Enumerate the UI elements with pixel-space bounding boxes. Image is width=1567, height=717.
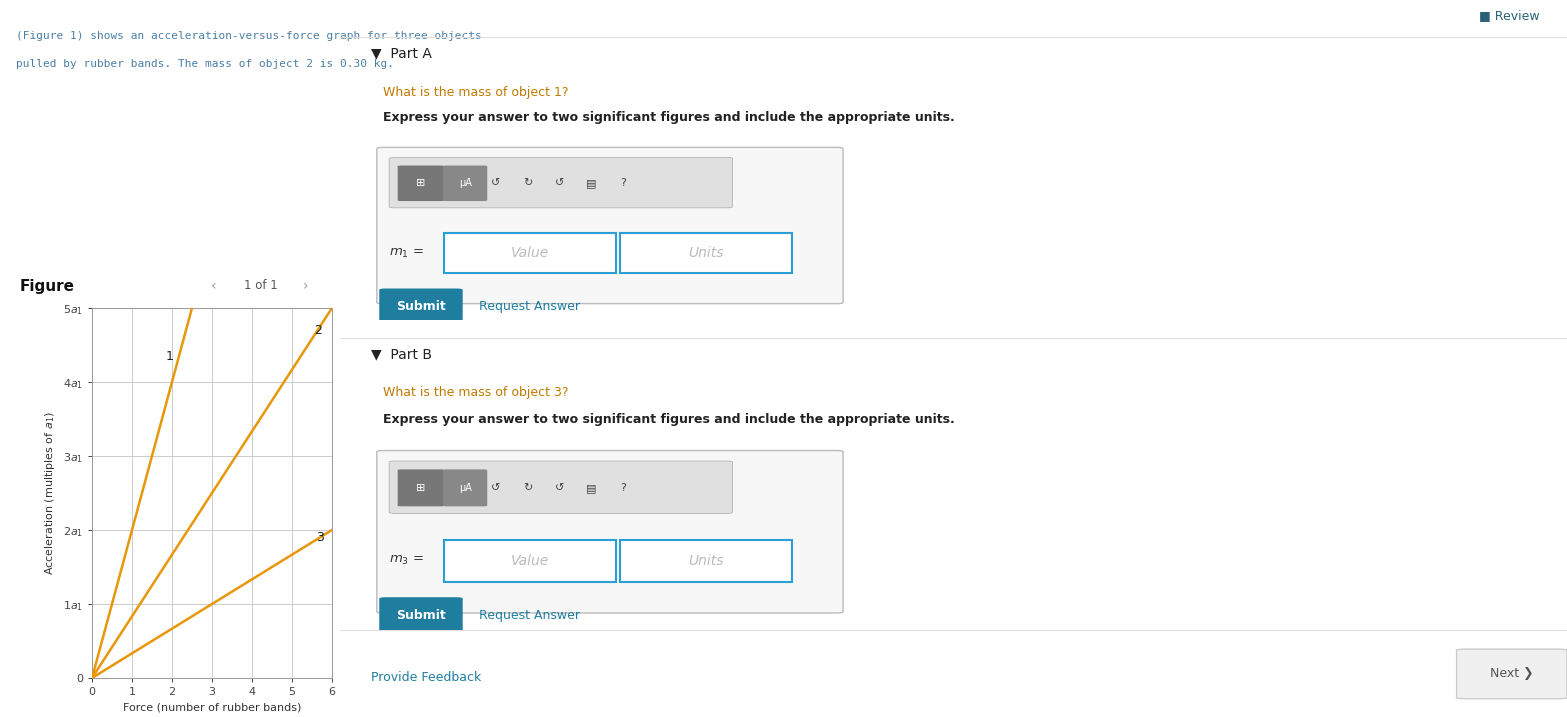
- Text: Submit: Submit: [396, 609, 447, 622]
- X-axis label: Force (number of rubber bands): Force (number of rubber bands): [122, 703, 301, 713]
- Text: Request Answer: Request Answer: [478, 300, 580, 313]
- Text: ▼  Part A: ▼ Part A: [371, 46, 431, 60]
- FancyBboxPatch shape: [376, 450, 843, 613]
- Text: μȦ: μȦ: [459, 179, 472, 189]
- FancyBboxPatch shape: [379, 597, 462, 634]
- Text: Figure: Figure: [19, 279, 74, 294]
- Bar: [445, 540, 616, 581]
- Bar: [621, 540, 791, 581]
- Text: 1: 1: [166, 350, 174, 363]
- Text: ↺: ↺: [555, 179, 564, 189]
- Text: ↻: ↻: [523, 179, 533, 189]
- Text: ?: ?: [621, 179, 627, 189]
- Text: What is the mass of object 1?: What is the mass of object 1?: [382, 85, 569, 99]
- FancyBboxPatch shape: [389, 461, 733, 513]
- Text: $m_1$ =: $m_1$ =: [389, 247, 425, 260]
- FancyBboxPatch shape: [398, 166, 445, 201]
- Text: ?: ?: [621, 483, 627, 493]
- Text: Value: Value: [511, 554, 550, 568]
- Text: ↺: ↺: [490, 179, 500, 189]
- Text: 2: 2: [313, 324, 321, 337]
- Text: pulled by rubber bands. The mass of object 2 is 0.30 kg.: pulled by rubber bands. The mass of obje…: [16, 59, 393, 69]
- Bar: [445, 233, 616, 273]
- FancyBboxPatch shape: [379, 288, 462, 324]
- Text: ▼  Part B: ▼ Part B: [371, 347, 431, 361]
- Text: ↺: ↺: [490, 483, 500, 493]
- Text: ▤: ▤: [586, 483, 597, 493]
- Text: Units: Units: [688, 246, 724, 260]
- FancyBboxPatch shape: [1457, 649, 1567, 699]
- Text: Express your answer to two significant figures and include the appropriate units: Express your answer to two significant f…: [382, 111, 954, 124]
- Text: What is the mass of object 3?: What is the mass of object 3?: [382, 386, 569, 399]
- Text: ⊞: ⊞: [417, 179, 426, 189]
- Text: Provide Feedback: Provide Feedback: [371, 671, 481, 684]
- FancyBboxPatch shape: [398, 470, 445, 506]
- Text: $m_3$ =: $m_3$ =: [389, 554, 425, 567]
- FancyBboxPatch shape: [389, 158, 733, 208]
- Text: 1 of 1: 1 of 1: [243, 279, 277, 292]
- Text: Submit: Submit: [396, 300, 447, 313]
- Text: Next ❯: Next ❯: [1490, 667, 1534, 680]
- FancyBboxPatch shape: [443, 470, 487, 506]
- Text: ‹: ‹: [210, 279, 216, 293]
- Text: Request Answer: Request Answer: [478, 609, 580, 622]
- Bar: [621, 233, 791, 273]
- Text: 3: 3: [317, 531, 324, 544]
- FancyBboxPatch shape: [443, 166, 487, 201]
- Y-axis label: Acceleration (multiples of $a_1$): Acceleration (multiples of $a_1$): [44, 411, 58, 575]
- Text: Value: Value: [511, 246, 550, 260]
- Text: Express your answer to two significant figures and include the appropriate units: Express your answer to two significant f…: [382, 412, 954, 426]
- Text: ↻: ↻: [523, 483, 533, 493]
- Text: Units: Units: [688, 554, 724, 568]
- Text: ▤: ▤: [586, 179, 597, 189]
- FancyBboxPatch shape: [376, 148, 843, 303]
- Text: ⊞: ⊞: [417, 483, 426, 493]
- Text: ↺: ↺: [555, 483, 564, 493]
- Text: ■ Review: ■ Review: [1479, 9, 1540, 22]
- Text: ›: ›: [302, 279, 309, 293]
- Text: μȦ: μȦ: [459, 483, 472, 493]
- Text: (Figure 1) shows an acceleration-versus-force graph for three objects: (Figure 1) shows an acceleration-versus-…: [16, 31, 481, 41]
